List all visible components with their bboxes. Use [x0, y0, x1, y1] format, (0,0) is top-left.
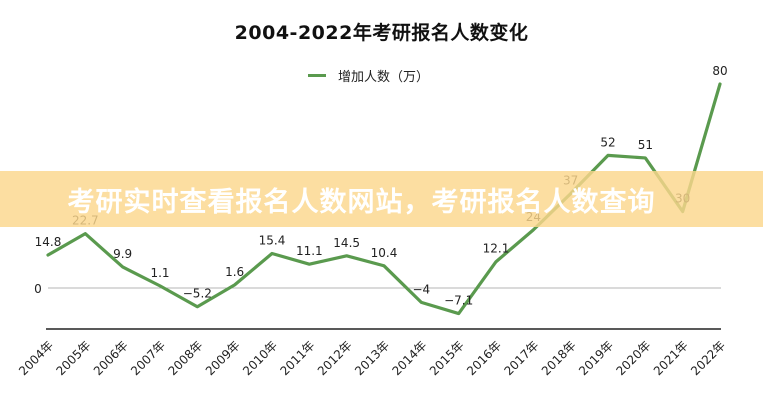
data-label: 52 — [600, 135, 615, 149]
data-label: 80 — [712, 64, 727, 78]
x-tick-label: 2007年 — [128, 338, 168, 378]
x-tick-label: 2008年 — [165, 338, 205, 378]
x-tick-label: 2006年 — [91, 338, 131, 378]
x-tick-label: 2013年 — [352, 338, 392, 378]
banner-text: 考研实时查看报名人数网站，考研报名人数查询 — [67, 186, 656, 218]
x-tick-label: 2011年 — [277, 338, 317, 378]
legend-label: 增加人数（万） — [338, 70, 430, 85]
data-label: 15.4 — [259, 234, 286, 248]
legend: 增加人数（万） — [308, 66, 429, 85]
x-tick-label: 2020年 — [613, 338, 653, 378]
x-tick-label: 2016年 — [464, 338, 504, 378]
x-tick-label: 2014年 — [389, 338, 429, 378]
x-tick-label: 2009年 — [203, 338, 243, 378]
data-label: 11.1 — [296, 244, 323, 258]
data-label: 1.1 — [150, 266, 169, 280]
series-line — [46, 82, 722, 316]
y-tick-zero: 0 — [34, 282, 42, 296]
x-tick-label: 2021年 — [651, 338, 691, 378]
legend-line-icon — [308, 74, 326, 77]
x-tick-label: 2010年 — [240, 338, 280, 378]
data-label: −5.2 — [183, 287, 212, 301]
data-label: 14.5 — [333, 236, 360, 250]
overlay-banner: 考研实时查看报名人数网站，考研报名人数查询 — [0, 171, 763, 227]
x-tick-label: 2012年 — [315, 338, 355, 378]
chart-title: 2004-2022年考研报名人数变化 — [234, 22, 529, 44]
x-tick-label: 2015年 — [427, 338, 467, 378]
x-tick-label: 2019年 — [576, 338, 616, 378]
x-tick-label: 2018年 — [539, 338, 579, 378]
data-label: 51 — [638, 138, 653, 152]
data-label: −7.1 — [444, 294, 473, 308]
data-label: 14.8 — [35, 235, 62, 249]
x-tick-label: 2004年 — [16, 338, 56, 378]
data-label: 10.4 — [371, 246, 398, 260]
data-label: −4 — [412, 282, 430, 296]
x-tick-label: 2005年 — [53, 338, 93, 378]
x-tick-label: 2017年 — [501, 338, 541, 378]
data-label: 1.6 — [225, 265, 244, 279]
data-label: 12.1 — [483, 242, 510, 256]
x-tick-label: 2022年 — [688, 338, 728, 378]
data-label: 9.9 — [113, 247, 132, 261]
